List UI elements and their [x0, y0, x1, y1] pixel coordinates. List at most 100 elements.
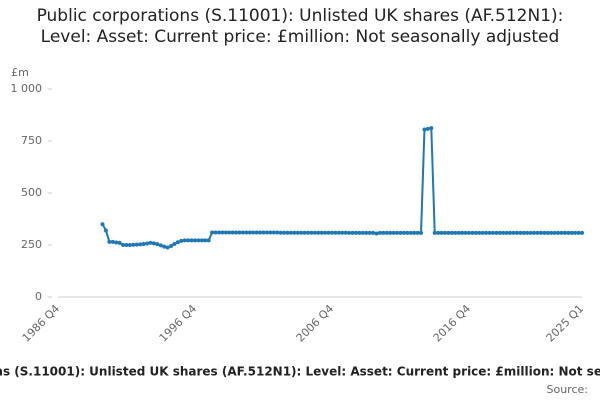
data-point — [175, 240, 180, 245]
data-point — [285, 230, 290, 235]
data-point — [121, 243, 126, 247]
data-point — [282, 230, 287, 235]
data-point — [196, 238, 201, 243]
data-point — [456, 230, 461, 235]
data-point — [278, 230, 283, 235]
data-point — [131, 242, 136, 247]
data-point — [405, 230, 410, 235]
data-point — [182, 238, 187, 243]
data-point — [240, 230, 245, 235]
data-point — [446, 230, 451, 235]
data-point — [518, 230, 523, 235]
data-point — [463, 230, 468, 235]
data-point — [576, 230, 581, 235]
data-point — [124, 243, 129, 247]
data-point — [453, 230, 458, 235]
data-point — [169, 244, 174, 249]
data-point — [395, 230, 400, 235]
data-point — [556, 230, 561, 235]
data-point — [309, 230, 314, 235]
y-tick-label: 750 — [21, 134, 42, 147]
data-point — [323, 230, 328, 235]
data-point — [401, 230, 406, 235]
data-point — [490, 230, 495, 235]
data-point — [237, 230, 242, 235]
x-tick-label: 2025 Q1 — [544, 302, 587, 345]
data-point — [374, 231, 379, 236]
data-point — [179, 238, 184, 243]
data-point — [117, 240, 122, 245]
data-point — [466, 230, 471, 235]
data-point — [336, 230, 341, 235]
data-point — [487, 230, 492, 235]
data-point — [306, 230, 311, 235]
data-point — [312, 230, 317, 235]
data-point — [562, 230, 567, 235]
y-tick-label: 0 — [35, 290, 42, 303]
data-point — [186, 238, 191, 243]
data-point — [220, 230, 225, 235]
data-point — [573, 230, 578, 235]
data-point — [223, 230, 228, 235]
data-point — [511, 230, 516, 235]
data-point — [408, 230, 413, 235]
data-point — [213, 230, 218, 235]
data-point — [114, 240, 119, 245]
data-point — [449, 230, 454, 235]
data-point — [569, 230, 574, 235]
data-point — [514, 230, 519, 235]
data-point — [268, 230, 273, 235]
data-point — [460, 230, 465, 235]
footer: Public corporations (S.11001): Unlisted … — [0, 365, 600, 379]
data-point — [436, 230, 441, 235]
data-point — [508, 230, 513, 235]
data-point — [251, 230, 256, 235]
data-point — [299, 230, 304, 235]
data-point — [367, 230, 372, 235]
data-line — [101, 126, 582, 249]
data-point — [391, 230, 396, 235]
data-point — [333, 230, 338, 235]
data-point — [364, 230, 369, 235]
data-point — [110, 239, 115, 244]
data-point — [371, 230, 376, 235]
data-point — [165, 245, 170, 250]
data-point — [206, 238, 211, 243]
data-point — [480, 230, 485, 235]
data-point — [199, 238, 204, 243]
source: Source: — [547, 383, 589, 396]
data-point — [549, 230, 554, 235]
data-point — [439, 230, 444, 235]
data-point — [398, 230, 403, 235]
data-point — [203, 238, 208, 243]
data-point — [497, 230, 502, 235]
data-point — [350, 230, 355, 235]
data-point — [210, 230, 215, 235]
data-point — [295, 230, 300, 235]
data-point — [377, 230, 382, 235]
data-point — [432, 230, 437, 235]
data-point — [155, 242, 160, 247]
data-point — [357, 230, 362, 235]
data-point — [192, 238, 197, 243]
data-point — [443, 230, 448, 235]
data-point — [134, 242, 139, 247]
data-point — [316, 230, 321, 235]
data-point — [360, 230, 365, 235]
data-point — [148, 240, 153, 245]
data-point — [319, 230, 324, 235]
data-point — [275, 230, 280, 235]
y-tick-label: 250 — [21, 238, 42, 251]
data-point — [141, 241, 146, 246]
data-point — [384, 230, 389, 235]
data-point — [470, 230, 475, 235]
data-point — [261, 230, 266, 235]
data-point — [545, 230, 550, 235]
x-tick-label: 2016 Q4 — [431, 302, 474, 345]
data-point — [326, 230, 331, 235]
data-point — [422, 127, 427, 132]
data-point — [103, 228, 108, 233]
data-point — [264, 230, 269, 235]
data-point — [340, 230, 345, 235]
data-point — [189, 238, 194, 243]
